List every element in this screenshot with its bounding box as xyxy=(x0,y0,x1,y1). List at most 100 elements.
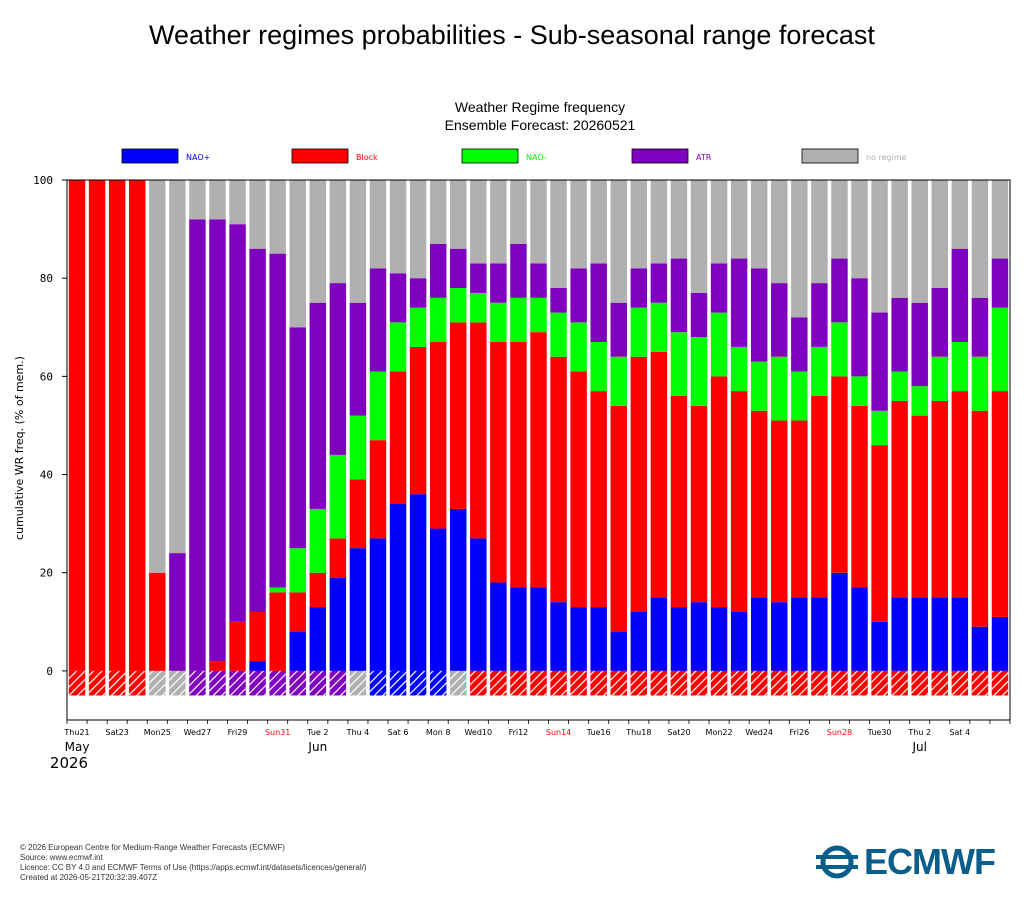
regime-strip-hatch xyxy=(490,670,507,696)
page-title: Weather regimes probabilities - Sub-seas… xyxy=(149,20,875,50)
legend-label: Block xyxy=(356,153,378,162)
x-tick-label: Thu 2 xyxy=(907,728,931,737)
bar-segment xyxy=(590,607,607,671)
bar-segment xyxy=(550,356,567,603)
bar-segment xyxy=(490,180,507,264)
bar-segment xyxy=(149,572,166,671)
bar-segment xyxy=(730,391,748,612)
bar-segment xyxy=(389,273,407,323)
bar-segment xyxy=(750,180,768,269)
legend: NAO+ Block NAO- ATR no regime xyxy=(121,148,907,164)
regime-strip-hatch xyxy=(750,670,768,696)
bar-segment xyxy=(329,538,347,578)
regime-strip-hatch xyxy=(590,670,607,696)
ecmwf-logo-icon xyxy=(816,845,858,879)
bar-segment xyxy=(309,572,327,608)
bar-segment xyxy=(550,312,567,357)
bar-segment xyxy=(630,307,648,357)
footer-licence: Licence: CC BY 4.0 and ECMWF Terms of Us… xyxy=(20,863,367,872)
legend-label: NAO+ xyxy=(186,153,210,162)
bar-segment xyxy=(791,420,808,598)
bar-segment xyxy=(891,180,908,298)
bar-segment xyxy=(429,528,447,671)
bar-segment xyxy=(429,243,447,298)
ecmwf-logo[interactable]: ECMWF xyxy=(814,841,996,882)
bar-segment xyxy=(269,587,286,593)
bar-segment xyxy=(108,180,126,671)
bars-group xyxy=(68,180,1009,671)
bar-segment xyxy=(931,180,949,288)
legend-swatch-nao- xyxy=(121,148,179,164)
bar-segment xyxy=(891,400,908,598)
bar-segment xyxy=(750,361,768,411)
bar-segment xyxy=(811,346,828,396)
legend-label: NAO- xyxy=(526,153,547,162)
x-tick-label: Mon25 xyxy=(144,728,171,737)
bar-segment xyxy=(690,405,708,603)
bar-segment xyxy=(971,626,989,671)
bar-segment xyxy=(510,297,527,342)
regime-strip-hatch xyxy=(831,670,848,696)
bar-segment xyxy=(871,180,888,313)
year-label: 2026 xyxy=(50,754,88,772)
bar-segment xyxy=(570,607,587,671)
bar-segment xyxy=(811,180,828,284)
bar-segment xyxy=(991,180,1009,259)
bar-segment xyxy=(931,400,949,598)
bar-segment xyxy=(249,661,266,671)
x-tick-label: Thu 4 xyxy=(346,728,370,737)
bar-segment xyxy=(269,180,286,254)
bar-segment xyxy=(630,612,648,671)
regime-strip-hatch xyxy=(670,670,688,696)
bar-segment xyxy=(590,263,607,342)
bar-segment xyxy=(610,631,627,671)
bar-segment xyxy=(871,445,888,622)
bar-segment xyxy=(309,508,327,573)
bar-segment xyxy=(409,494,427,671)
bar-segment xyxy=(610,356,627,406)
regime-strip-hatch xyxy=(891,670,908,696)
bar-segment xyxy=(710,312,728,377)
chart-subtitle: Ensemble Forecast: 20260521 xyxy=(445,117,636,133)
y-tick-label: 0 xyxy=(46,665,53,678)
month-label: May xyxy=(65,740,90,754)
bar-segment xyxy=(409,180,427,279)
bar-segment xyxy=(831,572,848,671)
regime-strip-hatch xyxy=(730,670,748,696)
bar-segment xyxy=(450,288,467,323)
regime-strip-hatch xyxy=(851,670,868,696)
bar-segment xyxy=(289,592,306,632)
bar-segment xyxy=(450,248,467,288)
bar-segment xyxy=(590,342,607,392)
bar-segment xyxy=(389,371,407,504)
bar-segment xyxy=(389,504,407,671)
x-tick-label: Fri12 xyxy=(509,728,529,737)
bar-segment xyxy=(750,268,768,362)
bar-segment xyxy=(931,356,949,401)
bar-segment xyxy=(149,180,166,573)
bar-segment xyxy=(550,180,567,288)
plot-frame xyxy=(66,179,1011,721)
month-label: Jul xyxy=(911,740,926,754)
bar-segment xyxy=(249,180,266,249)
regime-strip-hatch xyxy=(329,670,347,696)
x-tick-label: Tue16 xyxy=(586,728,611,737)
bar-segment xyxy=(971,180,989,298)
bar-segment xyxy=(650,263,668,303)
bar-segment xyxy=(791,371,808,421)
bar-segment xyxy=(329,180,347,284)
bar-segment xyxy=(911,597,928,671)
bar-segment xyxy=(389,322,407,372)
regime-strip-hatch xyxy=(68,670,86,696)
regime-strip-hatch xyxy=(470,670,487,696)
regime-strip-hatch xyxy=(931,670,949,696)
logo-text: ECMWF xyxy=(864,841,996,882)
bar-segment xyxy=(771,602,788,671)
bar-segment xyxy=(510,180,527,244)
bar-segment xyxy=(831,180,848,259)
bar-segment xyxy=(831,376,848,573)
bar-segment xyxy=(951,597,969,671)
bar-segment xyxy=(450,180,467,249)
bar-segment xyxy=(570,371,587,608)
bar-segment xyxy=(670,258,688,333)
